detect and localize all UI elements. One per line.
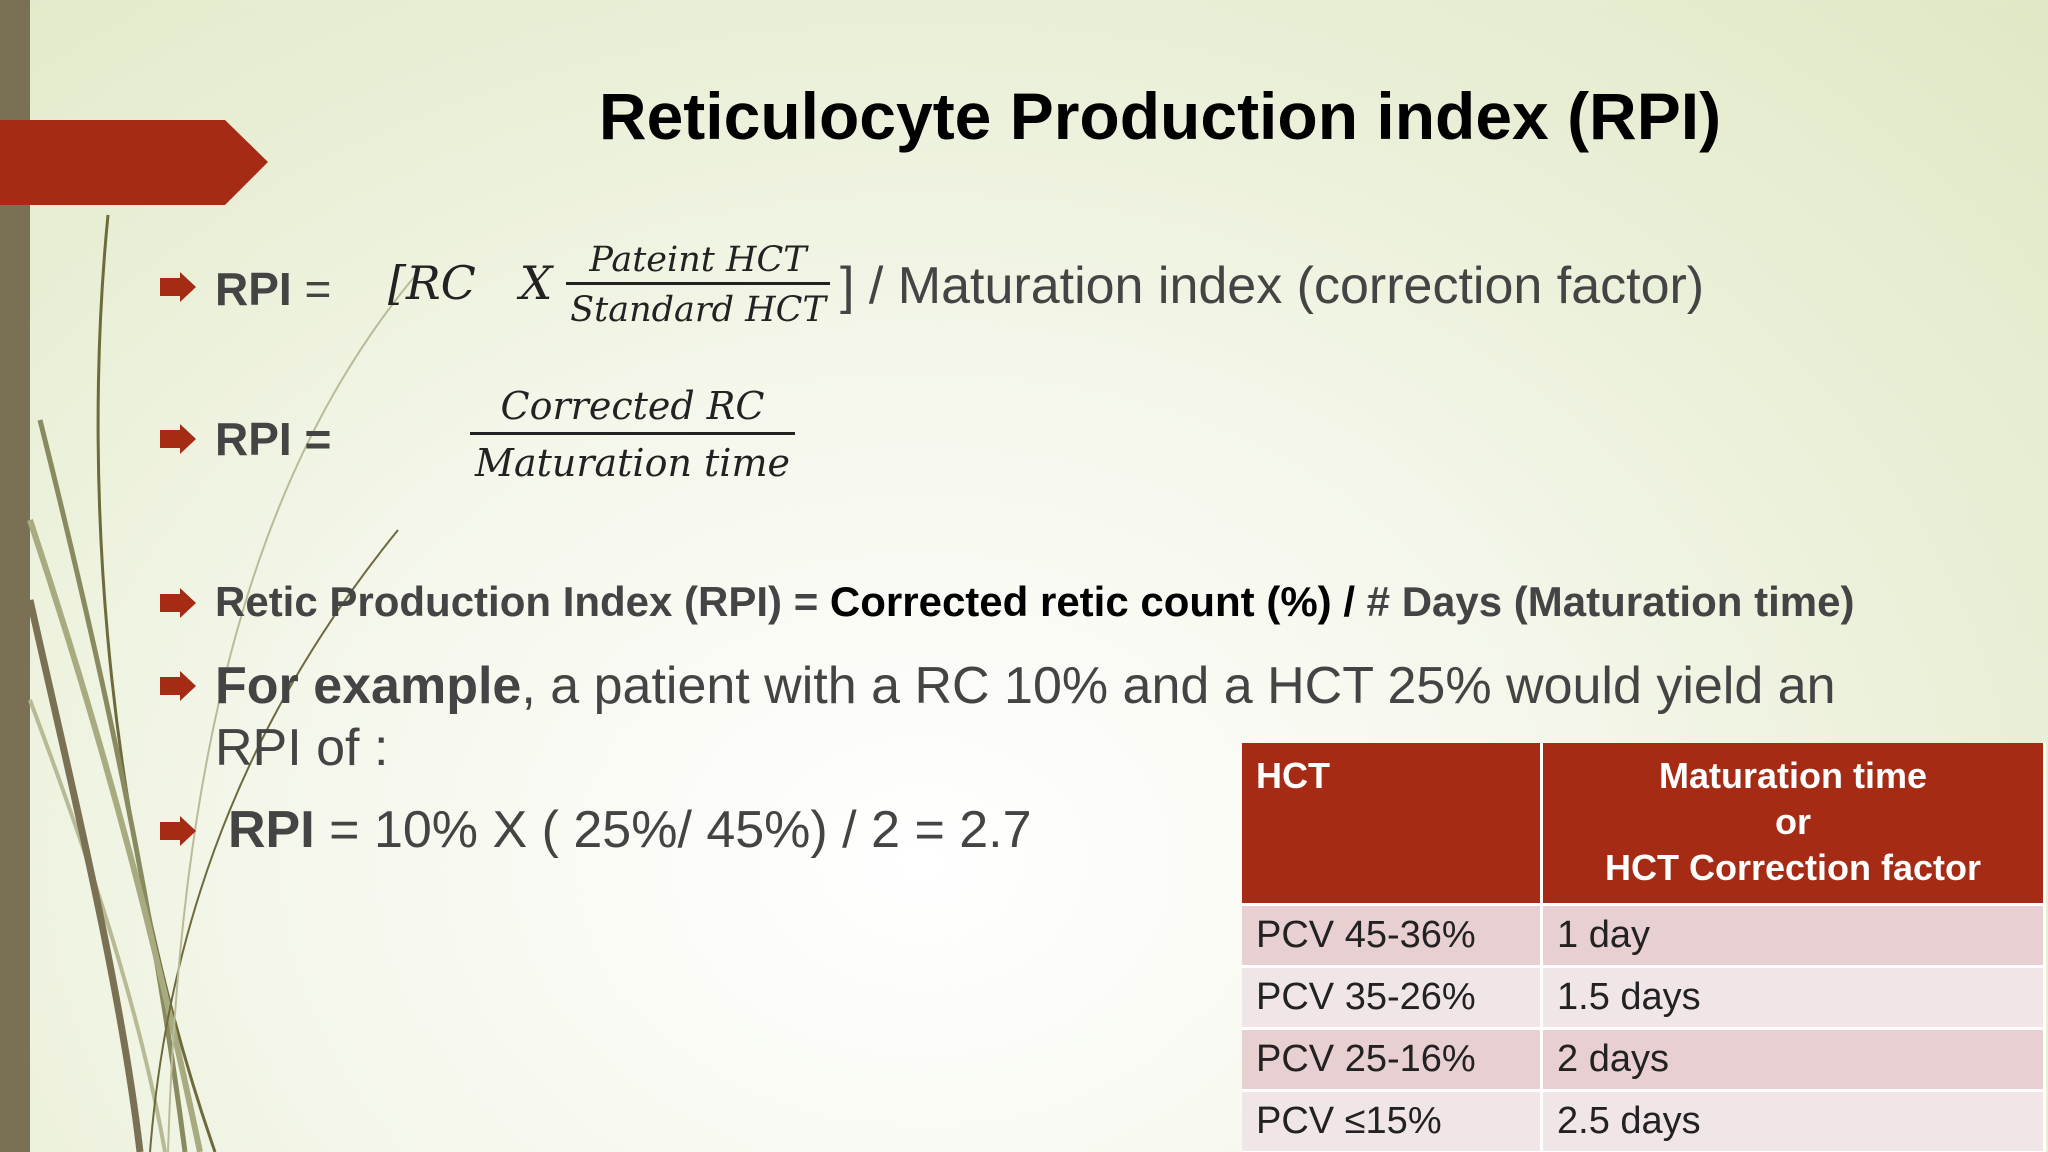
cell-hct: PCV 25-16%: [1242, 1028, 1543, 1092]
retic-part1: Retic Production Index (RPI) =: [215, 578, 830, 625]
formula1-bracket-open: [RC X: [388, 256, 553, 310]
formula1-numerator: Pateint HCT: [589, 240, 807, 280]
formula1-rpi: RPI: [215, 263, 292, 315]
slide-title: Reticulocyte Production index (RPI): [598, 79, 1722, 153]
header-hct: HCT: [1242, 743, 1543, 906]
example-line1: For example, a patient with a RC 10% and…: [215, 656, 1836, 716]
example-line2: RPI of :: [215, 719, 389, 777]
cell-hct: PCV 45-36%: [1242, 904, 1543, 968]
cell-time: 1 day: [1541, 904, 2046, 968]
formula2-denominator: Maturation time: [475, 441, 790, 485]
cell-time: 1.5 days: [1541, 966, 2046, 1030]
cell-time: 2.5 days: [1541, 1090, 2046, 1152]
cell-hct: PCV ≤15%: [1242, 1090, 1543, 1152]
formula2-fraction: Corrected RC Maturation time: [470, 380, 795, 491]
header-maturation-line2: or: [1775, 801, 1811, 842]
example-rest: , a patient with a RC 10% and a HCT 25% …: [521, 657, 1836, 715]
bullet-arrow-icon: [160, 424, 196, 454]
bullet-arrow-icon: [160, 272, 196, 302]
formula1-label: RPI =: [215, 262, 331, 316]
bullet-arrow-icon: [160, 816, 196, 846]
calc-rest: = 10% X ( 25%/ 45%) / 2 = 2.7: [314, 801, 1032, 859]
table-row: PCV 35-26% 1.5 days: [1242, 966, 2046, 1030]
formula2-label: RPI =: [215, 413, 332, 465]
formula1-denominator: Standard HCT: [570, 290, 826, 330]
header-maturation-line3: HCT Correction factor: [1604, 847, 1982, 888]
bullet-arrow-icon: [160, 671, 196, 701]
maturation-table: HCT Maturation time or HCT Correction fa…: [1242, 743, 2046, 1152]
title-arrow-banner: [0, 120, 268, 205]
header-maturation: Maturation time or HCT Correction factor: [1541, 743, 2046, 906]
formula1-fraction-bar: [566, 282, 830, 285]
formula2-fraction-bar: [470, 432, 795, 435]
table-row: PCV ≤15% 2.5 days: [1242, 1090, 2046, 1152]
decorative-curves: [26, 214, 421, 1152]
retic-part2: Corrected retic count (%) /: [829, 578, 1367, 625]
formula1-fraction: Pateint HCT Standard HCT: [566, 238, 830, 335]
bullet-arrow-icon: [160, 588, 196, 618]
retic-part3: # Days (Maturation time): [1366, 578, 1855, 625]
calc-label: RPI: [228, 801, 315, 859]
header-maturation-line1: Maturation time: [1658, 755, 1927, 796]
table-row: PCV 45-36% 1 day: [1242, 904, 2046, 968]
formula2-numerator: Corrected RC: [500, 384, 765, 428]
formula1-eq: =: [291, 263, 332, 315]
retic-production-line: Retic Production Index (RPI) = Corrected…: [215, 578, 1854, 626]
calc-line: RPI = 10% X ( 25%/ 45%) / 2 = 2.7: [228, 800, 1032, 860]
table-row: PCV 25-16% 2 days: [1242, 1028, 2046, 1092]
example-bold: For example: [215, 657, 522, 715]
cell-hct: PCV 35-26%: [1242, 966, 1543, 1030]
table-header-row: HCT Maturation time or HCT Correction fa…: [1242, 743, 2046, 906]
cell-time: 2 days: [1541, 1028, 2046, 1092]
formula1-tail: ] / Maturation index (correction factor): [840, 257, 1705, 315]
